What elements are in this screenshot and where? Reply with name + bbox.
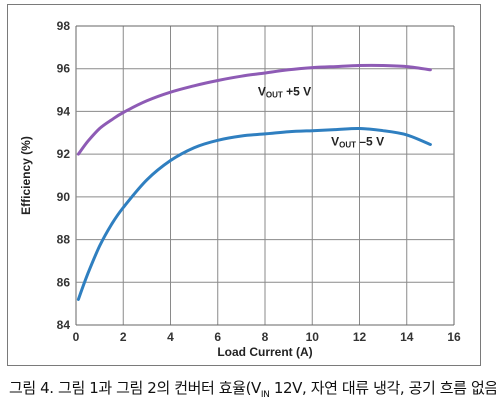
x-tick-label: 6: [214, 330, 221, 344]
y-tick-label: 94: [57, 104, 71, 118]
efficiency-chart: 0 2 4 6 8 10 12 14 16 84 86 88 90 92 94 96 98 Load Curre…: [19, 19, 461, 359]
series-line-1: [76, 63, 432, 156]
grid: [75, 25, 455, 326]
y-tick-label: 84: [57, 318, 71, 332]
figure-caption: 그림 4. 그림 1과 그림 2의 컨버터 효율(VIN 12V, 자연 대류 …: [9, 377, 496, 400]
y-tick-label: 88: [57, 233, 71, 247]
y-tick-label: 90: [57, 190, 71, 204]
x-tick-label: 4: [167, 330, 174, 344]
y-tick-label: 98: [57, 19, 71, 33]
caption-suffix: 12V, 자연 대류 냉각, 공기 흐름 없음): [269, 379, 496, 397]
caption-prefix: 그림 4. 그림 1과 그림 2의 컨버터 효율(V: [9, 379, 261, 397]
series-lines: [76, 63, 432, 301]
x-tick-label: 2: [120, 330, 127, 344]
x-tick-label: 8: [262, 330, 269, 344]
caption-subscript: IN: [260, 390, 270, 400]
y-axis-label: Efficiency (%): [19, 136, 33, 215]
x-axis-label: Load Current (A): [217, 345, 312, 359]
series-label-main: V: [331, 135, 339, 149]
x-tick-label: 10: [306, 330, 320, 344]
y-tick-label: 92: [57, 147, 71, 161]
series-label-1: VOUT +5 V: [258, 84, 311, 99]
series-label-tail: –5 V: [356, 135, 384, 149]
x-tick-label: 12: [353, 330, 367, 344]
x-tick-label: 0: [73, 330, 80, 344]
y-tick-label: 96: [57, 62, 71, 76]
chart-frame: [7, 4, 481, 366]
series-label-sub: OUT: [339, 141, 356, 150]
tick-labels: 0 2 4 6 8 10 12 14 16 84 86 88 90 92 94 96 98: [57, 19, 461, 344]
series-line-2: [76, 126, 432, 301]
series-label-tail: +5 V: [283, 84, 311, 98]
x-tick-label: 16: [447, 330, 461, 344]
x-tick-label: 14: [400, 330, 414, 344]
series-label-main: V: [258, 84, 266, 98]
series-label-2: VOUT –5 V: [331, 135, 384, 150]
y-tick-label: 86: [57, 275, 71, 289]
series-label-sub: OUT: [266, 90, 283, 99]
